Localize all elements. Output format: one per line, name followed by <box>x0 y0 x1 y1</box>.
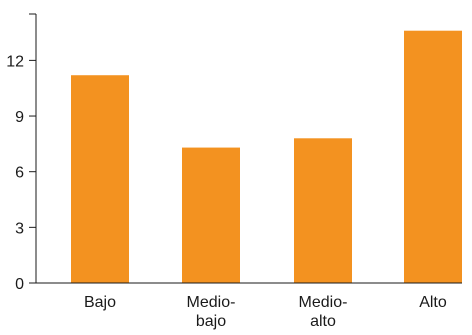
x-category-label-line: Medio- <box>299 294 348 311</box>
y-axis-ticks: 0 3 6 9 12 <box>6 13 36 293</box>
x-category-label-line: Alto <box>419 294 447 311</box>
bars <box>71 30 462 284</box>
x-category-label: Medio-bajo <box>187 294 236 330</box>
x-category-label: Medio-alto <box>299 294 348 330</box>
y-tick-label: 3 <box>15 220 24 237</box>
x-category-label: Alto <box>419 294 447 311</box>
y-tick-label: 9 <box>15 109 24 126</box>
x-category-label-line: Bajo <box>84 294 116 311</box>
y-tick-label: 12 <box>6 53 24 70</box>
y-tick-label: 6 <box>15 165 24 182</box>
x-category-label-line: bajo <box>196 313 226 330</box>
y-tick-label: 0 <box>15 276 24 293</box>
x-category-label-line: Medio- <box>187 294 236 311</box>
bar <box>294 138 352 283</box>
x-category-label: Bajo <box>84 294 116 311</box>
bar <box>404 30 462 284</box>
bar <box>71 75 129 283</box>
x-category-label-line: alto <box>310 313 336 330</box>
bar <box>182 147 240 283</box>
